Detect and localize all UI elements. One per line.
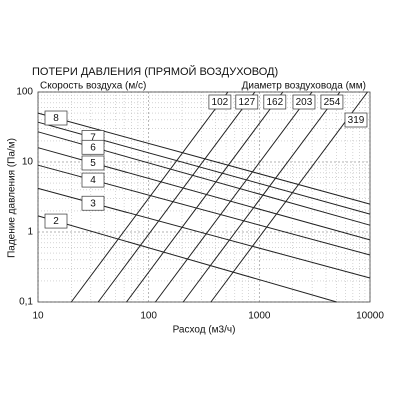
line-label-box xyxy=(81,139,105,155)
line-label-box xyxy=(81,195,105,211)
line-label-box xyxy=(320,94,344,110)
chart-title: ПОТЕРИ ДАВЛЕНИЯ (ПРЯМОЙ ВОЗДУХОВОД) xyxy=(32,65,278,78)
line-label: 6 xyxy=(90,142,96,153)
line-label-box xyxy=(81,172,105,188)
line-label: 162 xyxy=(266,97,283,108)
plot-frame xyxy=(37,91,371,303)
x-tick-label: 10000 xyxy=(356,311,384,322)
y-tick-label: 1 xyxy=(27,227,33,238)
line-label: 5 xyxy=(90,158,96,169)
line-label-box xyxy=(81,155,105,171)
line-label: 102 xyxy=(212,97,229,108)
series-line xyxy=(154,91,313,303)
velocity-caption: Скорость воздуха (м/с) xyxy=(40,81,146,92)
line-label: 203 xyxy=(296,97,313,108)
series-line xyxy=(182,91,341,303)
line-label-box xyxy=(235,94,259,110)
line-label-box xyxy=(263,94,287,110)
y-tick-label: 0,1 xyxy=(19,297,33,308)
y-tick-label: 10 xyxy=(22,157,34,168)
y-tick-label: 100 xyxy=(16,87,33,98)
series-line xyxy=(126,91,284,303)
series-line xyxy=(37,112,371,205)
line-label: 319 xyxy=(348,115,365,126)
line-label-box xyxy=(344,112,368,128)
series-line xyxy=(97,91,256,303)
series-line xyxy=(70,91,229,303)
line-label: 8 xyxy=(53,113,59,124)
x-tick-label: 10 xyxy=(32,311,44,322)
line-label: 254 xyxy=(324,97,341,108)
series-line xyxy=(210,91,368,303)
line-label-box xyxy=(44,110,68,126)
line-label: 3 xyxy=(90,198,96,209)
x-tick-label: 100 xyxy=(140,311,157,322)
line-label: 127 xyxy=(238,97,255,108)
line-label: 2 xyxy=(53,216,59,227)
diameter-caption: Диаметр воздуховода (мм) xyxy=(242,81,366,92)
x-tick-label: 1000 xyxy=(248,311,271,322)
line-label-box xyxy=(44,213,68,229)
line-label-box xyxy=(208,94,232,110)
line-label: 7 xyxy=(90,133,96,144)
x-axis-label: Расход (м3/ч) xyxy=(173,325,236,336)
y-axis-label: Падение давления (Па/м) xyxy=(7,138,18,258)
line-label: 4 xyxy=(90,175,96,186)
line-label-box xyxy=(292,94,316,110)
